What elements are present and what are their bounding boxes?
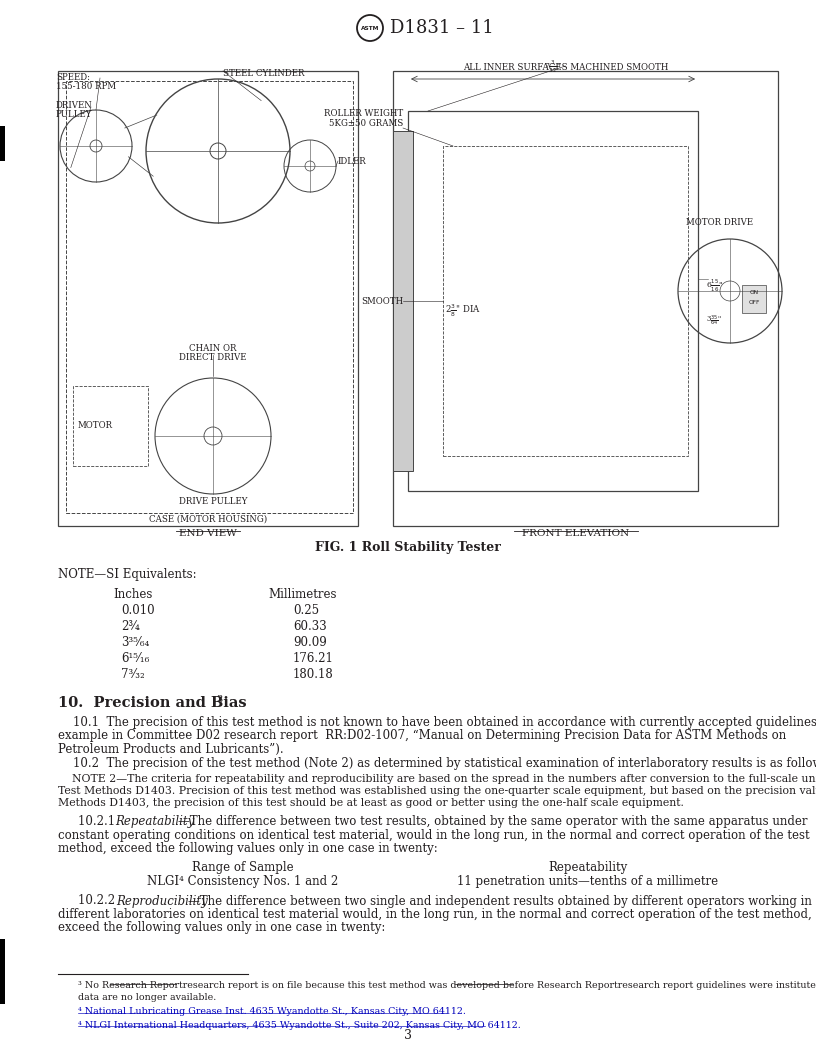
Text: NOTE 2—The criteria for repeatability and reproducibility are based on the sprea: NOTE 2—The criteria for repeatability an… <box>58 774 816 784</box>
Text: exceed the following values only in one case in twenty:: exceed the following values only in one … <box>58 922 385 935</box>
Text: 6$\frac{15}{16}$": 6$\frac{15}{16}$" <box>706 278 723 294</box>
Text: 0.25: 0.25 <box>293 604 319 617</box>
Text: CHAIN OR: CHAIN OR <box>189 344 237 353</box>
Text: ASTM: ASTM <box>361 25 379 31</box>
Text: 7$\frac{3}{32}$": 7$\frac{3}{32}$" <box>544 59 561 75</box>
Text: example in Committee D02 research report  RR:D02-1007, “Manual on Determining Pr: example in Committee D02 research report… <box>58 730 787 742</box>
Text: ³ No Research Reportresearch report is on file because this test method was deve: ³ No Research Reportresearch report is o… <box>78 981 816 991</box>
Text: Petroleum Products and Lubricants”).: Petroleum Products and Lubricants”). <box>58 743 284 756</box>
Text: NLGI⁴ Consistency Nos. 1 and 2: NLGI⁴ Consistency Nos. 1 and 2 <box>148 875 339 888</box>
Text: 11 penetration units—tenths of a millimetre: 11 penetration units—tenths of a millime… <box>458 875 719 888</box>
Text: 2$\frac{3}{8}$" DIA: 2$\frac{3}{8}$" DIA <box>445 303 481 319</box>
Text: FIG. 1 Roll Stability Tester: FIG. 1 Roll Stability Tester <box>315 541 501 554</box>
Bar <box>443 146 688 456</box>
Text: 7³⁄₃₂: 7³⁄₃₂ <box>121 668 144 681</box>
Text: Test Methods D1403. Precision of this test method was established using the one-: Test Methods D1403. Precision of this te… <box>58 786 816 796</box>
Text: method, exceed the following values only in one case in twenty:: method, exceed the following values only… <box>58 842 437 855</box>
Text: Repeatability: Repeatability <box>548 862 628 874</box>
Text: 3³⁵⁄₆₄: 3³⁵⁄₆₄ <box>121 636 149 649</box>
Text: 176.21: 176.21 <box>293 652 334 665</box>
Text: 60.33: 60.33 <box>293 620 326 633</box>
Text: 3$\frac{35}{64}$": 3$\frac{35}{64}$" <box>706 314 722 328</box>
Text: 10.2  The precision of the test method (Note 2) as determined by statistical exa: 10.2 The precision of the test method (N… <box>58 757 816 771</box>
Text: 10.1  The precision of this test method is not known to have been obtained in ac: 10.1 The precision of this test method i… <box>58 716 816 729</box>
Text: 3: 3 <box>404 1029 412 1042</box>
Text: 90.09: 90.09 <box>293 636 326 649</box>
Text: 0.010: 0.010 <box>121 604 154 617</box>
Text: MOTOR: MOTOR <box>78 421 113 431</box>
Text: 3: 3 <box>216 695 222 704</box>
Text: SPEED:: SPEED: <box>56 73 90 82</box>
Text: DIRECT DRIVE: DIRECT DRIVE <box>180 353 246 362</box>
Text: DRIVEN: DRIVEN <box>56 101 93 110</box>
Bar <box>0 939 5 1004</box>
Text: CASE (MOTOR HOUSING): CASE (MOTOR HOUSING) <box>149 515 267 524</box>
Text: 180.18: 180.18 <box>293 668 334 681</box>
Text: Reproducibility: Reproducibility <box>116 894 208 907</box>
Bar <box>58 71 358 526</box>
Text: ⁴ National Lubricating Grease Inst. 4635 Wyandotte St., Kansas City, MO 64112.: ⁴ National Lubricating Grease Inst. 4635… <box>78 1007 466 1016</box>
Bar <box>0 126 5 161</box>
Text: 6¹⁵⁄₁₆: 6¹⁵⁄₁₆ <box>121 652 149 665</box>
Bar <box>408 111 698 491</box>
Text: ⁴ NLGI International Headquarters, 4635 Wyandotte St., Suite 202, Kansas City, M: ⁴ NLGI International Headquarters, 4635 … <box>78 1020 521 1030</box>
Bar <box>393 131 413 471</box>
Text: IDLER: IDLER <box>338 156 366 166</box>
Text: PULLEY: PULLEY <box>56 110 92 119</box>
Text: —The difference between two test results, obtained by the same operator with the: —The difference between two test results… <box>178 815 808 828</box>
Text: DRIVE PULLEY: DRIVE PULLEY <box>179 497 247 506</box>
Text: data are no longer available.: data are no longer available. <box>78 994 216 1002</box>
Text: Repeatability: Repeatability <box>115 815 194 828</box>
Text: 10.2.2: 10.2.2 <box>78 894 119 907</box>
Text: NOTE—SI Equivalents:: NOTE—SI Equivalents: <box>58 568 197 581</box>
Text: 2¾: 2¾ <box>121 620 140 633</box>
Text: —The difference between two single and independent results obtained by different: —The difference between two single and i… <box>188 894 812 907</box>
Text: ALL INNER SURFACES MACHINED SMOOTH: ALL INNER SURFACES MACHINED SMOOTH <box>463 63 668 72</box>
Text: STEEL CYLINDER: STEEL CYLINDER <box>223 69 304 78</box>
Text: Methods D1403, the precision of this test should be at least as good or better u: Methods D1403, the precision of this tes… <box>58 798 684 808</box>
Text: OFF: OFF <box>748 301 760 305</box>
Text: Range of Sample: Range of Sample <box>193 862 294 874</box>
Bar <box>66 81 353 513</box>
Text: Inches: Inches <box>113 588 153 601</box>
Text: ROLLER WEIGHT
5KG±50 GRAMS: ROLLER WEIGHT 5KG±50 GRAMS <box>324 109 403 128</box>
Text: Millimetres: Millimetres <box>268 588 336 601</box>
Text: MOTOR DRIVE: MOTOR DRIVE <box>686 218 753 227</box>
Text: 10.  Precision and Bias: 10. Precision and Bias <box>58 696 246 710</box>
Text: constant operating conditions on identical test material, would in the long run,: constant operating conditions on identic… <box>58 829 809 842</box>
Bar <box>73 386 148 466</box>
Text: D1831 – 11: D1831 – 11 <box>390 19 494 37</box>
Bar <box>742 285 766 313</box>
Bar <box>393 71 778 526</box>
Text: END VIEW: END VIEW <box>179 529 237 538</box>
Text: different laboratories on identical test material would, in the long run, in the: different laboratories on identical test… <box>58 908 812 921</box>
Text: ON: ON <box>749 290 759 296</box>
Text: SMOOTH: SMOOTH <box>361 297 403 305</box>
Text: 155-180 RPM: 155-180 RPM <box>56 82 116 91</box>
Text: 10.2.1: 10.2.1 <box>78 815 119 828</box>
Text: FRONT ELEVATION: FRONT ELEVATION <box>522 529 629 538</box>
